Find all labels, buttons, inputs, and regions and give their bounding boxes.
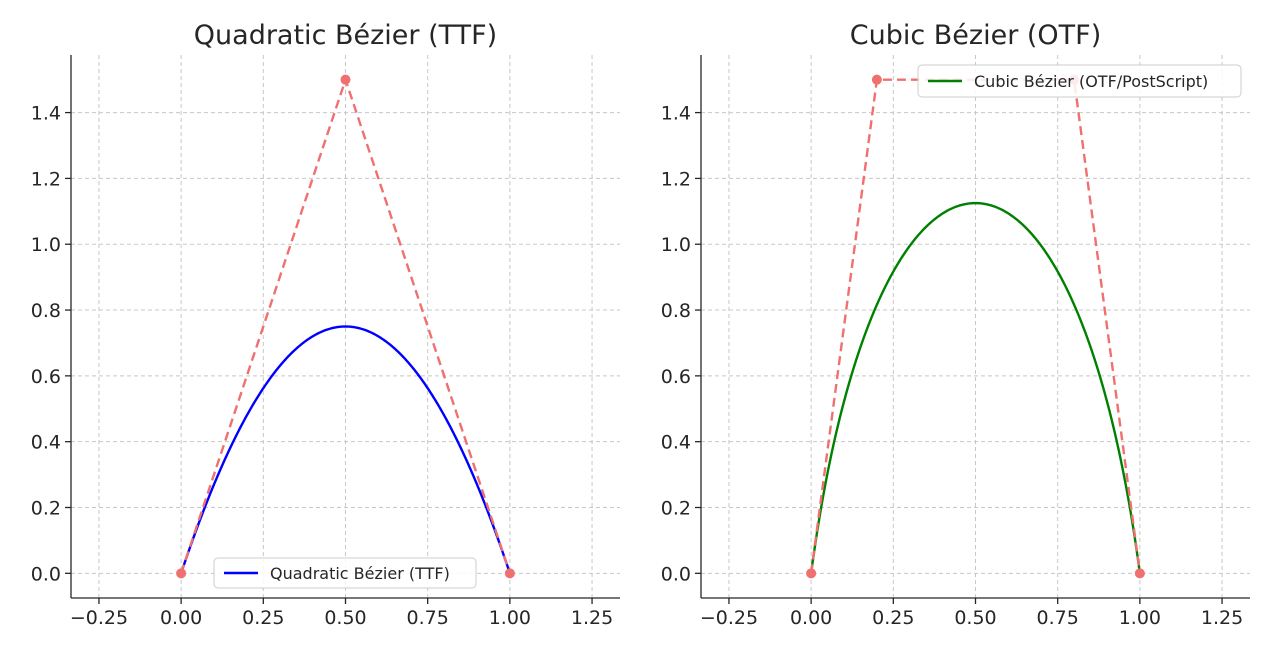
x-tick-label: 0.00 — [790, 607, 832, 629]
control-point-marker — [1134, 568, 1145, 579]
y-tick-label: 0.2 — [31, 498, 61, 520]
legend-label: Quadratic Bézier (TTF) — [270, 564, 450, 583]
legend-box — [917, 64, 1242, 98]
x-tick-label: 0.75 — [1037, 607, 1079, 629]
legend-label: Cubic Bézier (OTF/PostScript) — [974, 72, 1208, 91]
y-tick-label: 1.0 — [31, 234, 61, 256]
control-point-marker — [176, 568, 187, 579]
bezier-curve-line — [179, 325, 512, 574]
x-tick-label: 0.25 — [872, 607, 914, 629]
quadratic-bezier-panel: −0.25 0.00 0.25 0.50 0.75 1.00 1.25 0.0 0.2 0.4 0.… — [31, 20, 620, 629]
y-tick-label: 1.4 — [31, 103, 61, 125]
x-tick-label: 0.50 — [954, 607, 996, 629]
bezier-curve-line — [809, 201, 1142, 574]
y-tick-label: 0.8 — [661, 300, 691, 322]
y-tick-label: 1.4 — [661, 103, 691, 125]
x-tick-label: 1.25 — [571, 607, 613, 629]
cubic-bezier-panel: −0.25 0.00 0.25 0.50 0.75 1.00 1.25 0.0 0.2 0.4 0.… — [661, 20, 1250, 629]
chart-title: Quadratic Bézier (TTF) — [194, 20, 497, 51]
x-tick-label: 1.00 — [489, 607, 531, 629]
x-tick-label: 1.00 — [1119, 607, 1161, 629]
y-tick-label: 0.0 — [31, 563, 61, 585]
control-point-marker — [340, 74, 351, 85]
control-point-marker — [806, 568, 817, 579]
y-tick-label: 0.4 — [31, 432, 61, 454]
y-tick-label: 0.2 — [661, 498, 691, 520]
x-tick-label: −0.25 — [70, 607, 128, 629]
x-tick-label: 0.00 — [160, 607, 202, 629]
y-tick-label: 0.0 — [661, 563, 691, 585]
control-point-marker — [504, 568, 515, 579]
chart-title: Cubic Bézier (OTF) — [850, 20, 1101, 51]
y-tick-label: 1.0 — [661, 234, 691, 256]
y-tick-label: 0.8 — [31, 300, 61, 322]
x-tick-label: 1.25 — [1201, 607, 1243, 629]
y-tick-label: 0.4 — [661, 432, 691, 454]
y-tick-label: 0.6 — [31, 366, 61, 388]
y-tick-label: 1.2 — [661, 168, 691, 190]
x-tick-label: −0.25 — [700, 607, 758, 629]
x-tick-label: 0.75 — [407, 607, 449, 629]
control-point-marker — [871, 74, 882, 85]
y-tick-label: 1.2 — [31, 168, 61, 190]
legend-box — [213, 557, 477, 589]
x-tick-label: 0.25 — [242, 607, 284, 629]
x-tick-label: 0.50 — [324, 607, 366, 629]
y-tick-label: 0.6 — [661, 366, 691, 388]
